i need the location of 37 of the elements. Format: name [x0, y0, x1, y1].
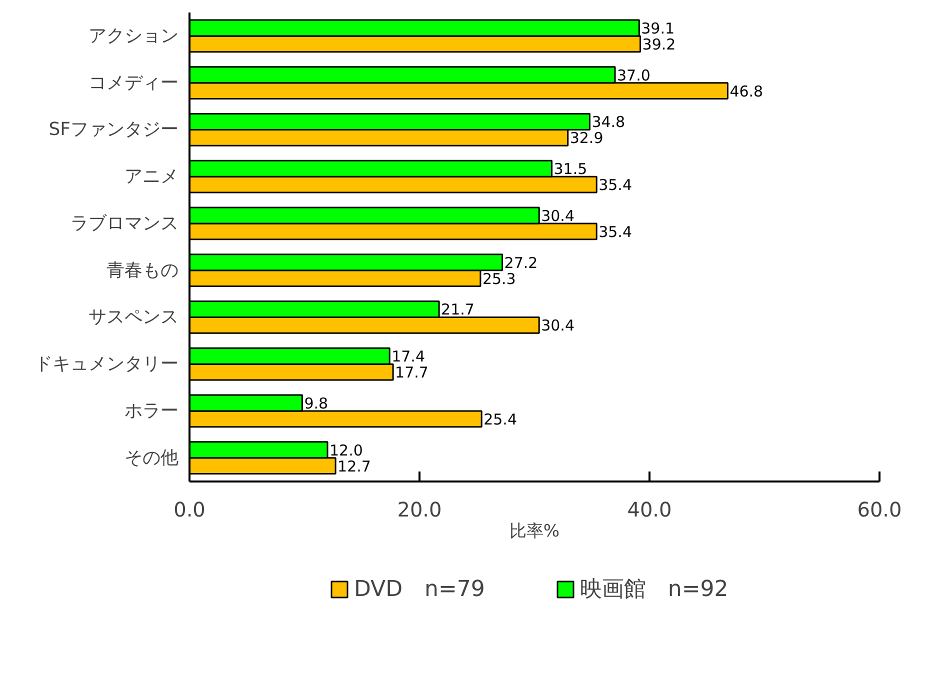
data-label: 17.4: [392, 348, 426, 366]
data-label: 21.7: [441, 300, 474, 319]
data-label: 25.4: [484, 410, 518, 428]
data-label: 39.2: [642, 35, 676, 54]
x-tick-label: 20.0: [397, 497, 442, 522]
data-label: 31.5: [554, 160, 588, 178]
data-label: 25.3: [482, 270, 516, 288]
y-tick-label: アニメ: [124, 166, 178, 188]
data-label: 35.4: [598, 176, 632, 194]
x-tick-label: 0.0: [174, 497, 206, 522]
y-tick-label: 青春もの: [106, 260, 178, 281]
data-label: 12.0: [330, 441, 363, 460]
data-label: 12.7: [338, 457, 371, 476]
legend-label: DVD n=79: [354, 576, 485, 604]
data-label: 46.8: [730, 82, 764, 100]
data-label: 30.4: [541, 316, 575, 335]
y-tick-label: コメディー: [88, 72, 178, 94]
x-axis-title: 比率%: [509, 522, 560, 542]
y-tick-label: ラブロマンス: [70, 212, 178, 234]
data-label: 9.8: [304, 394, 328, 412]
y-tick-label: ホラー: [124, 400, 178, 422]
data-label: 35.4: [598, 222, 632, 241]
data-label: 39.1: [641, 19, 675, 38]
x-tick-label: 60.0: [857, 497, 902, 522]
y-tick-label: その他: [124, 447, 178, 468]
y-tick-label: SFファンタジー: [48, 119, 178, 140]
data-label: 34.8: [592, 113, 626, 132]
data-label: 37.0: [617, 66, 650, 84]
x-tick-label: 40.0: [627, 497, 672, 522]
data-label: 17.7: [395, 364, 428, 382]
data-label: 30.4: [541, 206, 575, 225]
y-tick-label: アクション: [88, 25, 178, 46]
y-tick-label: サスペンス: [88, 306, 178, 328]
y-tick-label: ドキュメンタリー: [34, 354, 178, 375]
data-label: 27.2: [504, 254, 538, 272]
legend-label: 映画館 n=92: [580, 576, 728, 604]
data-label: 32.9: [570, 129, 604, 148]
